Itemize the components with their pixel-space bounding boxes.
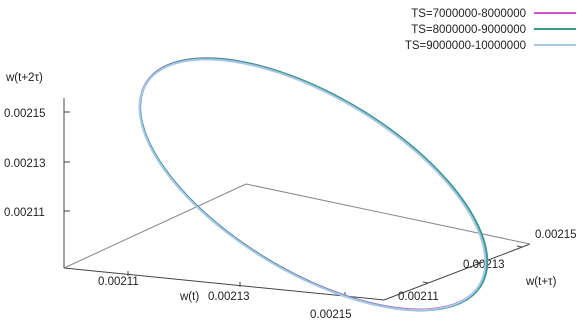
x-tick-label-2: 0.00213 <box>208 291 250 303</box>
tick-marks <box>64 111 523 297</box>
legend-label-1: TS=7000000-8000000 <box>411 8 526 20</box>
z-tick-label-2: 0.00213 <box>4 158 46 170</box>
orbit-curves <box>138 57 489 312</box>
z-axis-label: w(t+2τ) <box>5 72 43 84</box>
x-axis-line <box>63 267 385 301</box>
orbit-series-3 <box>138 58 487 312</box>
x-tick-label-1: 0.00211 <box>98 276 139 288</box>
axis-frame <box>63 98 531 301</box>
y-tick-3 <box>516 245 523 248</box>
z-tick-label-3: 0.00215 <box>4 108 46 120</box>
orbit-series-2 <box>138 57 489 312</box>
y-axis-line <box>383 243 531 301</box>
y-tick-label-1: 0.00211 <box>398 291 439 303</box>
legend: TS=7000000-8000000 TS=8000000-9000000 TS… <box>405 8 576 52</box>
y-tick-label-2: 0.00213 <box>463 259 505 271</box>
legend-label-2: TS=8000000-9000000 <box>411 24 526 36</box>
x-tick-label-3: 0.00215 <box>310 309 352 321</box>
x-axis-label: w(t) <box>179 291 199 303</box>
back-left-edge <box>63 183 247 269</box>
tick-labels: 0.00215 0.00213 0.00211 0.00211 0.00213 … <box>4 108 577 321</box>
y-axis-label: w(t+τ) <box>525 276 557 288</box>
back-right-edge <box>245 183 531 245</box>
legend-label-3: TS=9000000-10000000 <box>405 40 526 52</box>
orbit-series-1 <box>138 57 488 311</box>
y-tick-label-3: 0.00215 <box>535 229 577 241</box>
y-tick-1 <box>422 281 429 284</box>
z-tick-label-1: 0.00211 <box>4 207 45 219</box>
y-tick-2 <box>474 261 481 264</box>
